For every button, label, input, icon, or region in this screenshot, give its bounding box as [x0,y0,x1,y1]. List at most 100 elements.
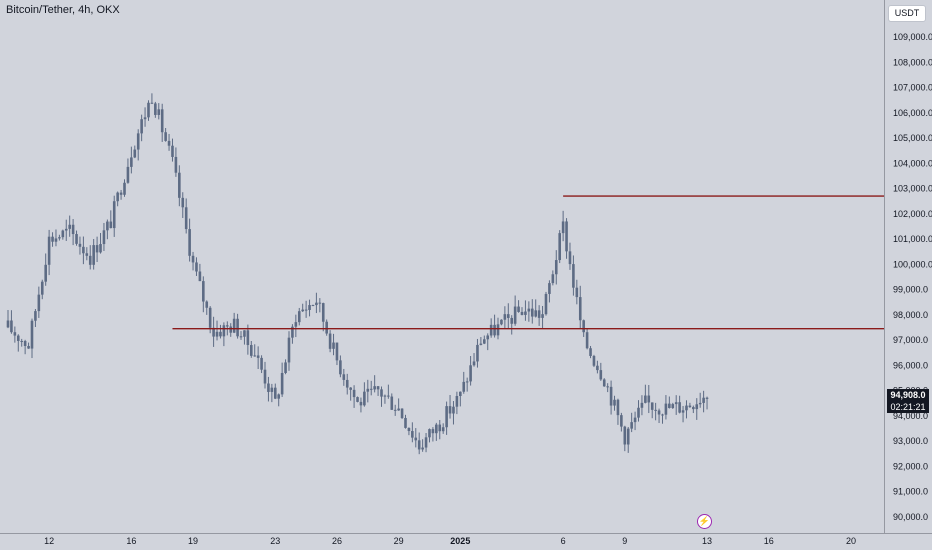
candle-body [297,311,301,323]
candle-body [397,408,400,411]
candle-body [513,306,517,324]
price-label: 100,000.0 [893,259,932,269]
candle-body [205,301,209,308]
candle-body [51,236,54,242]
price-axis-labels: 109,000.0 108,000.0 107,000.0 106,000.0 105,… [893,32,932,522]
candle-body [459,391,462,397]
candle-body [582,320,585,333]
candle-body [195,262,198,272]
candle-body [589,348,592,356]
candle-body [678,402,681,413]
candle-body [404,417,407,428]
candle-body [393,409,397,411]
candle-body [222,325,226,337]
price-label: 108,000.0 [893,57,932,67]
candle-body [424,437,428,448]
candle-body [75,234,78,244]
candle-body [407,427,411,432]
candle-body [246,330,250,346]
candle-body [654,409,657,411]
candle-body [95,245,99,253]
candle-body [208,307,212,328]
price-label: 98,000.0 [893,310,928,320]
price-label: 97,000.0 [893,335,928,345]
candle-body [356,397,359,402]
price-label: 91,000.0 [893,487,928,497]
candle-body [61,230,65,238]
chart-pane[interactable] [0,0,884,533]
candle-body [184,207,188,230]
candle-body [650,402,654,410]
candle-body [106,221,109,231]
candle-body [123,182,126,195]
candle-body [136,133,140,150]
candle-body [620,415,623,427]
candle-body [321,303,325,322]
candle-body [85,253,89,256]
candle-body [698,402,702,405]
time-label: 12 [44,536,54,546]
symbol-title: Bitcoin/Tether, 4h, OKX [6,4,120,16]
candle-body [510,317,514,324]
candle-body [630,422,633,429]
candle-body [544,293,548,315]
price-scale[interactable] [884,0,932,550]
candle-body [366,388,370,392]
candle-body [78,243,82,247]
candle-body [644,395,647,403]
candle-body [469,365,472,382]
candle-body [328,333,332,349]
candle-body [568,251,572,265]
candle-body [520,311,524,315]
candle-body [119,192,123,195]
candle-body [633,417,637,423]
candle-body [20,340,24,342]
candle-body [10,320,13,333]
candle-body [616,399,620,416]
time-label: 29 [394,536,404,546]
candle-body [202,281,205,302]
candle-body [308,305,311,310]
time-label: 26 [332,536,342,546]
candle-body [486,335,490,340]
candle-body [345,379,349,388]
candle-body [462,381,466,392]
price-label: 93,000.0 [893,436,928,446]
candle-body [517,306,520,312]
candle-body [373,386,376,390]
candle-body [23,341,27,346]
candle-body [558,233,561,261]
candle-body [16,335,20,341]
time-label: 6 [561,536,566,546]
candle-body [280,372,284,395]
time-label: 16 [764,536,774,546]
price-label: 106,000.0 [893,108,932,118]
candle-body [671,404,675,409]
lightning-icon[interactable]: ⚡ [697,514,712,529]
candle-body [527,308,531,312]
candle-body [27,345,30,349]
candle-body [530,308,534,317]
candle-body [448,406,452,414]
candle-body [273,387,277,399]
price-label: 103,000.0 [893,184,932,194]
candle-body [126,166,130,183]
candle-body [30,320,34,349]
time-label: 2025 [450,536,470,546]
candle-body [465,381,469,383]
currency-button[interactable]: USDT [888,5,926,22]
price-label: 96,000.0 [893,360,928,370]
time-label: 16 [126,536,136,546]
candle-body [133,149,137,158]
candle-body [524,311,527,315]
candle-body [339,360,342,375]
candle-body [171,145,174,157]
candle-body [551,274,555,284]
candle-body [369,388,373,390]
candle-body [68,224,71,229]
candle-body [661,414,664,416]
candle-body [435,424,438,434]
candle-body [578,297,582,321]
candle-body [58,237,61,239]
